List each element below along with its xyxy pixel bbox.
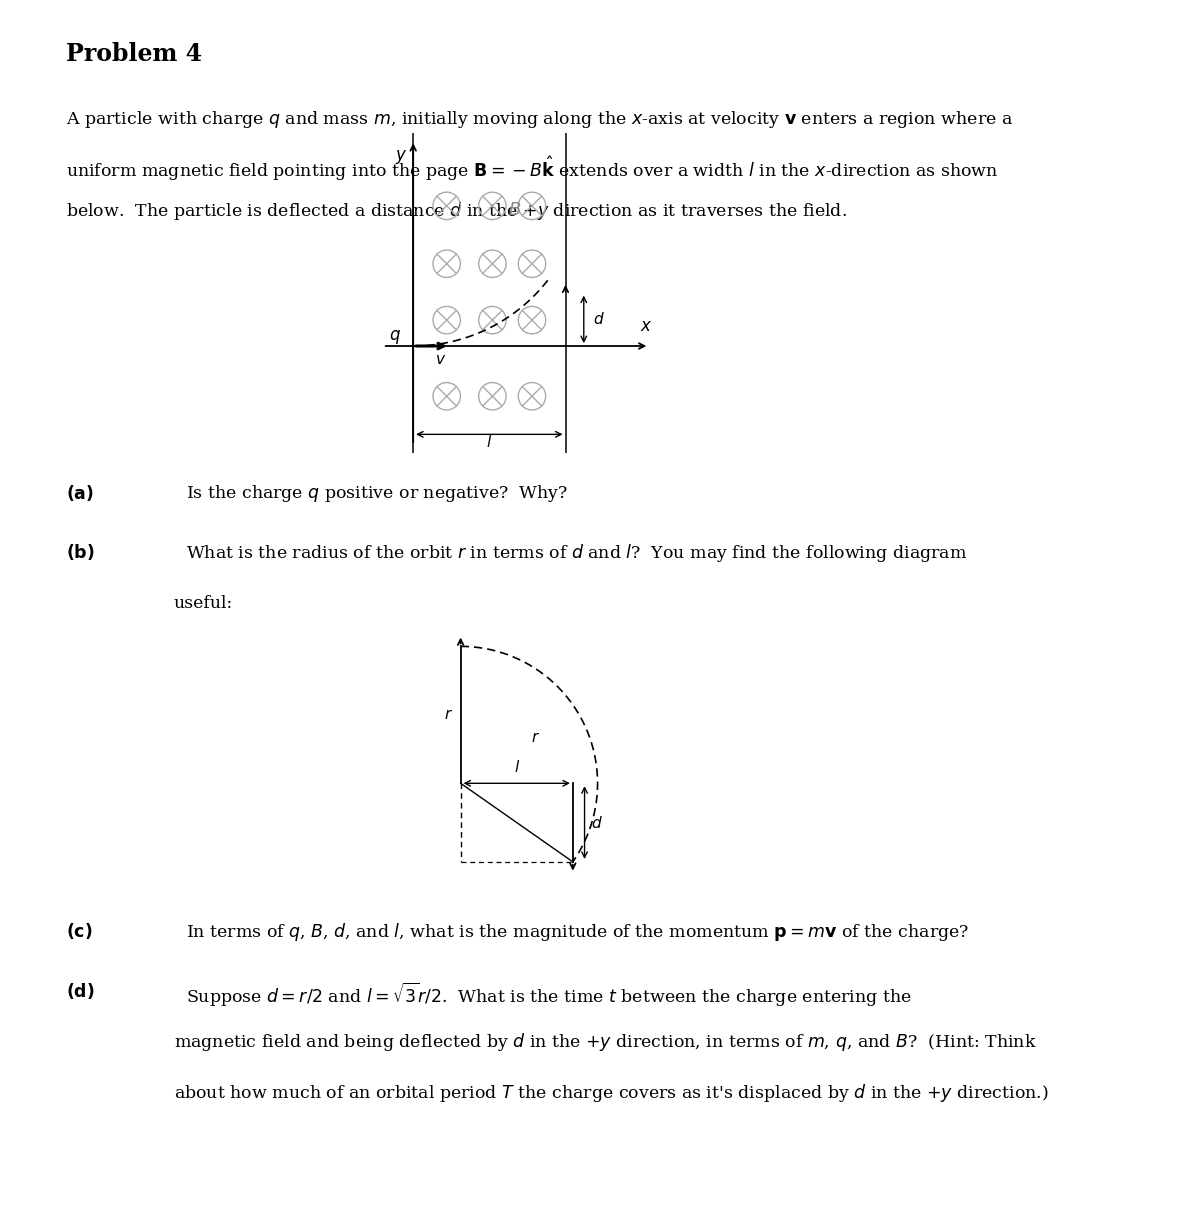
Text: $\mathbf{(b)}$: $\mathbf{(b)}$	[66, 542, 95, 562]
Text: $r$: $r$	[532, 730, 540, 745]
Text: $r$: $r$	[444, 707, 452, 722]
Text: uniform magnetic field pointing into the page $\mathbf{B} = -B\hat{\mathbf{k}}$ : uniform magnetic field pointing into the…	[66, 154, 998, 183]
Text: about how much of an orbital period $T$ the charge covers as it's displaced by $: about how much of an orbital period $T$ …	[174, 1081, 1049, 1103]
Text: magnetic field and being deflected by $d$ in the $+y$ direction, in terms of $m$: magnetic field and being deflected by $d…	[174, 1031, 1037, 1054]
Text: $v$: $v$	[434, 354, 445, 367]
Text: $B$: $B$	[508, 202, 521, 218]
Text: Suppose $d = r/2$ and $l = \sqrt{3}r/2$.  What is the time $t$ between the charg: Suppose $d = r/2$ and $l = \sqrt{3}r/2$.…	[186, 980, 912, 1009]
Text: $q$: $q$	[389, 328, 401, 346]
Text: $x$: $x$	[640, 319, 653, 336]
Text: below.  The particle is deflected a distance $d$ in the $+y$ direction as it tra: below. The particle is deflected a dista…	[66, 200, 847, 222]
Text: $y$: $y$	[395, 148, 407, 167]
Text: A particle with charge $q$ and mass $m$, initially moving along the $x$-axis at : A particle with charge $q$ and mass $m$,…	[66, 109, 1013, 129]
Text: $\mathbf{(d)}$: $\mathbf{(d)}$	[66, 980, 95, 1001]
Text: Problem 4: Problem 4	[66, 42, 202, 66]
Text: $\mathbf{(c)}$: $\mathbf{(c)}$	[66, 921, 92, 941]
Text: $\mathbf{(a)}$: $\mathbf{(a)}$	[66, 483, 94, 503]
Text: Is the charge $q$ positive or negative?  Why?: Is the charge $q$ positive or negative? …	[186, 483, 568, 503]
Text: useful:: useful:	[174, 595, 233, 612]
Text: In terms of $q$, $B$, $d$, and $l$, what is the magnitude of the momentum $\math: In terms of $q$, $B$, $d$, and $l$, what…	[186, 921, 970, 943]
Text: $l$: $l$	[486, 433, 492, 449]
Text: $d$: $d$	[593, 311, 605, 327]
Text: $d$: $d$	[592, 815, 604, 830]
Text: What is the radius of the orbit $r$ in terms of $d$ and $l$?  You may find the f: What is the radius of the orbit $r$ in t…	[186, 542, 967, 565]
Text: $l$: $l$	[514, 759, 520, 775]
